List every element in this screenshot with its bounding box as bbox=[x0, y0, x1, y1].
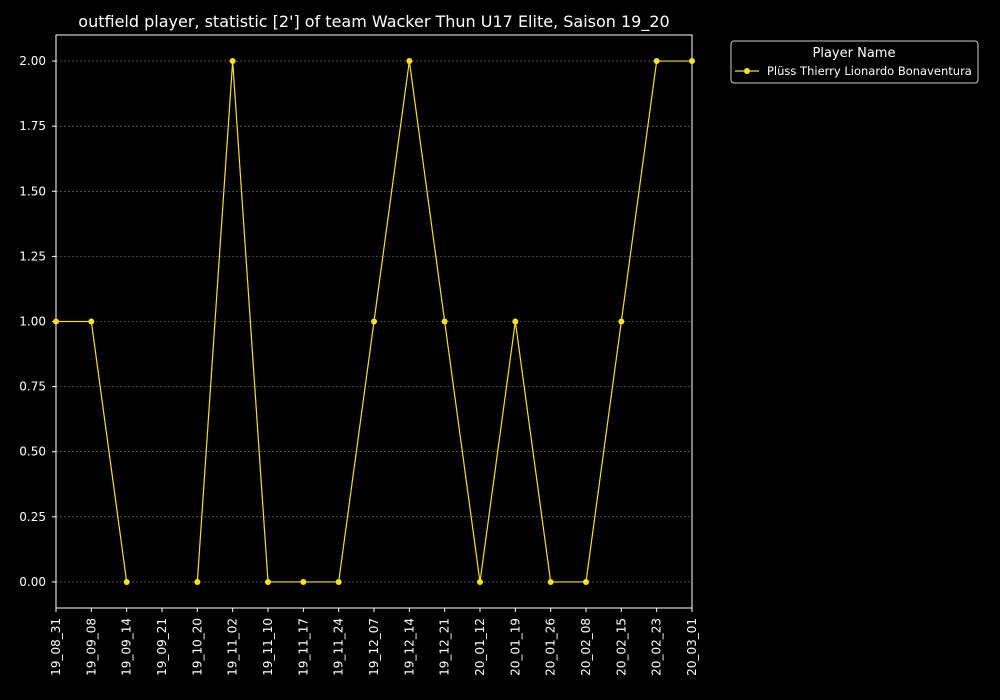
data-point bbox=[265, 578, 271, 585]
x-tick-label: 19_12_14 bbox=[402, 618, 416, 676]
y-tick-label: 0.00 bbox=[19, 575, 46, 589]
x-tick-label: 20_01_19 bbox=[508, 618, 522, 676]
y-tick-label: 0.75 bbox=[19, 380, 46, 394]
y-tick-label: 1.00 bbox=[19, 315, 46, 329]
legend-entry-label: Plüss Thierry Lionardo Bonaventura bbox=[767, 64, 972, 78]
x-tick-label: 19_11_02 bbox=[226, 618, 240, 676]
x-axis-ticks: 19_08_31 19_09_08 19_09_14 19_09_21 19_10_20… bbox=[49, 608, 699, 676]
grid-lines bbox=[56, 60, 692, 583]
chart-title: outfield player, statistic [2'] of team … bbox=[78, 12, 669, 32]
y-tick-label: 0.50 bbox=[19, 445, 46, 459]
data-point bbox=[371, 318, 377, 325]
data-point bbox=[194, 578, 201, 585]
data-point bbox=[512, 318, 519, 325]
legend-point-marker bbox=[744, 68, 750, 74]
y-tick-label: 0.25 bbox=[19, 510, 46, 524]
y-tick-label: 1.75 bbox=[19, 119, 46, 133]
x-tick-label: 19_11_24 bbox=[332, 618, 346, 676]
data-point bbox=[477, 578, 483, 585]
data-point bbox=[547, 578, 554, 585]
y-tick-label: 2.00 bbox=[19, 54, 46, 68]
data-point bbox=[229, 58, 236, 65]
data-point bbox=[689, 58, 695, 65]
x-tick-label: 19_12_07 bbox=[367, 618, 381, 676]
x-tick-label: 19_11_10 bbox=[261, 618, 275, 676]
x-tick-label: 19_11_17 bbox=[296, 618, 310, 676]
x-tick-label: 20_02_15 bbox=[614, 618, 628, 676]
data-point bbox=[618, 318, 625, 325]
data-point bbox=[300, 578, 307, 585]
y-tick-label: 1.50 bbox=[19, 184, 46, 198]
data-point bbox=[335, 578, 342, 585]
legend-title: Player Name bbox=[813, 46, 896, 61]
x-tick-label: 19_09_14 bbox=[120, 618, 134, 676]
x-tick-label: 20_01_26 bbox=[544, 618, 558, 676]
x-tick-label: 19_09_08 bbox=[84, 618, 98, 676]
data-point bbox=[441, 318, 448, 325]
legend: Player Name Plüss Thierry Lionardo Bonav… bbox=[730, 40, 979, 84]
x-tick-label: 19_12_21 bbox=[438, 618, 452, 676]
y-tick-label: 1.25 bbox=[19, 249, 46, 263]
data-point bbox=[583, 578, 589, 585]
x-tick-label: 20_01_12 bbox=[473, 618, 487, 676]
x-tick-label: 20_02_08 bbox=[579, 618, 593, 676]
x-tick-label: 19_09_21 bbox=[155, 618, 169, 676]
x-tick-label: 19_08_31 bbox=[49, 618, 63, 676]
x-tick-label: 19_10_20 bbox=[190, 618, 204, 676]
data-point bbox=[123, 578, 130, 585]
data-point bbox=[653, 58, 660, 65]
legend-frame bbox=[730, 40, 979, 84]
x-tick-label: 20_03_01 bbox=[685, 618, 699, 676]
y-axis-ticks: 0.00 0.25 0.50 0.75 1.00 1.25 1.50 1.75 2.00 bbox=[19, 54, 56, 589]
series-layer bbox=[53, 58, 695, 585]
data-point bbox=[53, 318, 59, 325]
x-tick-label: 20_02_23 bbox=[650, 618, 664, 676]
data-point bbox=[88, 318, 95, 325]
data-point bbox=[406, 58, 413, 65]
